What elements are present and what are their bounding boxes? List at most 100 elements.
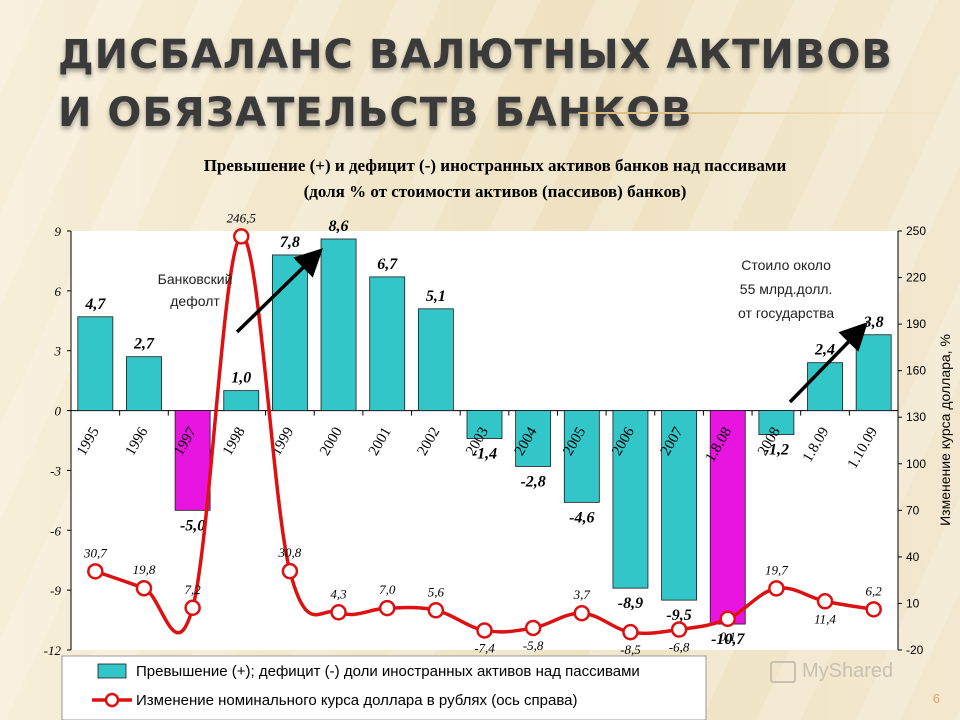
line-data-label: 4,3 — [330, 586, 347, 601]
bar — [855, 334, 892, 411]
line-data-label: 19,7 — [765, 562, 788, 577]
bar — [466, 410, 503, 439]
bar — [369, 276, 406, 411]
line-point — [87, 563, 104, 580]
line-point — [670, 621, 688, 638]
line-data-label: 30,8 — [278, 545, 302, 560]
legend-swatch-point — [104, 692, 120, 708]
bar — [77, 316, 114, 411]
bar — [223, 390, 260, 411]
legend-label-bar: Превышение (+); дефицит (-) доли иностра… — [136, 663, 640, 680]
bar — [174, 410, 211, 511]
left-axis-tick-label: 9 — [55, 224, 62, 239]
line-point — [816, 593, 834, 610]
bar — [807, 362, 843, 411]
right-axis-tick-label: 220 — [906, 271, 926, 285]
line-data-label: -8,5 — [620, 642, 641, 657]
title-underline — [578, 112, 948, 114]
annotation-text: Банковский — [158, 271, 233, 287]
bar-data-label: -1,2 — [764, 442, 789, 459]
bar — [709, 410, 746, 625]
line-data-label: -6,8 — [669, 640, 690, 655]
bar-data-label: -2,8 — [520, 473, 545, 490]
line-point — [719, 610, 736, 628]
line-point — [233, 228, 250, 245]
legend-box — [61, 655, 707, 720]
bar-data-label: 2,4 — [814, 342, 835, 359]
line-point — [768, 580, 785, 597]
annotation-text: Стоило около — [741, 257, 831, 273]
line-data-label: 7,0 — [379, 582, 396, 597]
right-axis-tick-label: 70 — [906, 503, 920, 517]
left-axis-tick-label: -12 — [44, 643, 62, 658]
line-data-label: 246,5 — [227, 210, 257, 225]
bar — [320, 238, 357, 411]
bar-data-label: 6,7 — [377, 256, 398, 273]
bar — [612, 410, 649, 589]
line-point — [573, 604, 591, 622]
line-data-label: 5,6 — [428, 584, 445, 599]
bar-data-label: -10,7 — [711, 631, 745, 648]
left-axis-tick-label: -6 — [50, 523, 61, 538]
right-axis-tick-label: 190 — [906, 317, 926, 331]
line-point — [524, 619, 542, 637]
line-data-label: 3,7 — [573, 587, 591, 602]
bar-data-label: 5,1 — [426, 288, 446, 305]
bar — [661, 410, 698, 601]
annotation-text: от государства — [738, 305, 834, 321]
annotation-text: дефолт — [170, 293, 220, 309]
bar-data-label: -4,6 — [569, 509, 594, 526]
right-axis-tick-label: 130 — [906, 410, 926, 424]
bar-data-label: 2,7 — [133, 336, 155, 353]
left-axis-tick-label: 6 — [55, 284, 62, 299]
watermark-text: MyShared — [802, 660, 894, 682]
chart-title-line1: Превышение (+) и дефицит (-) иностранных… — [203, 156, 787, 175]
right-axis-title: Изменение курса доллара, % — [937, 334, 953, 526]
line-data-label: 0,1 — [720, 629, 736, 644]
bar-data-label: -9,5 — [666, 607, 691, 624]
watermark-logo-icon — [770, 660, 796, 683]
line-point — [476, 622, 493, 639]
arrow-to-2000 — [235, 248, 324, 334]
line-data-label: 30,7 — [83, 545, 107, 560]
line-point — [330, 604, 347, 621]
legend-label-line: Изменение номинального курса доллара в р… — [136, 692, 577, 709]
line-data-label: 6,2 — [866, 583, 883, 598]
line-data-label: -7,4 — [474, 640, 495, 655]
chart-title: Превышение (+) и дефицит (-) иностранных… — [60, 153, 930, 205]
bar — [563, 410, 600, 503]
line-point — [281, 562, 299, 580]
arrow-to-2009 — [788, 321, 868, 404]
left-axis-tick-label: -3 — [50, 463, 61, 478]
bar-data-label: -8,9 — [618, 595, 643, 612]
line-data-label: 19,8 — [133, 562, 156, 577]
line-point — [184, 599, 201, 617]
bar-data-label: 8,6 — [329, 218, 349, 235]
line-data-label: -5,8 — [523, 638, 544, 653]
bar-data-label: 3,8 — [863, 314, 884, 331]
page-number: 6 — [932, 691, 940, 706]
line-point — [135, 579, 153, 597]
left-axis-tick-label: -9 — [50, 583, 61, 598]
right-axis-tick-label: -20 — [906, 643, 924, 657]
bar — [417, 308, 454, 411]
right-axis-tick-label: 10 — [906, 596, 920, 610]
bar-data-label: 1,0 — [231, 370, 251, 387]
bar — [515, 410, 552, 467]
left-axis-tick-label: 0 — [55, 404, 62, 419]
bar-data-label: -5,0 — [180, 517, 205, 534]
legend-swatch-bar — [97, 663, 127, 679]
watermark: MyShared — [770, 660, 893, 683]
right-axis-tick-label: 100 — [906, 457, 926, 471]
bar-data-label: 4,7 — [84, 296, 106, 313]
left-axis-tick-label: 3 — [54, 344, 62, 359]
bar-data-label: -1,4 — [472, 446, 497, 463]
right-axis-tick-label: 40 — [906, 550, 920, 564]
chart-title-line2: (доля % от стоимости активов (пассивов) … — [303, 182, 687, 201]
line-data-label: 7,2 — [184, 582, 201, 597]
right-axis-tick-label: 160 — [906, 364, 926, 378]
line-point — [427, 602, 445, 619]
line-point — [378, 599, 396, 617]
bar — [126, 356, 162, 411]
